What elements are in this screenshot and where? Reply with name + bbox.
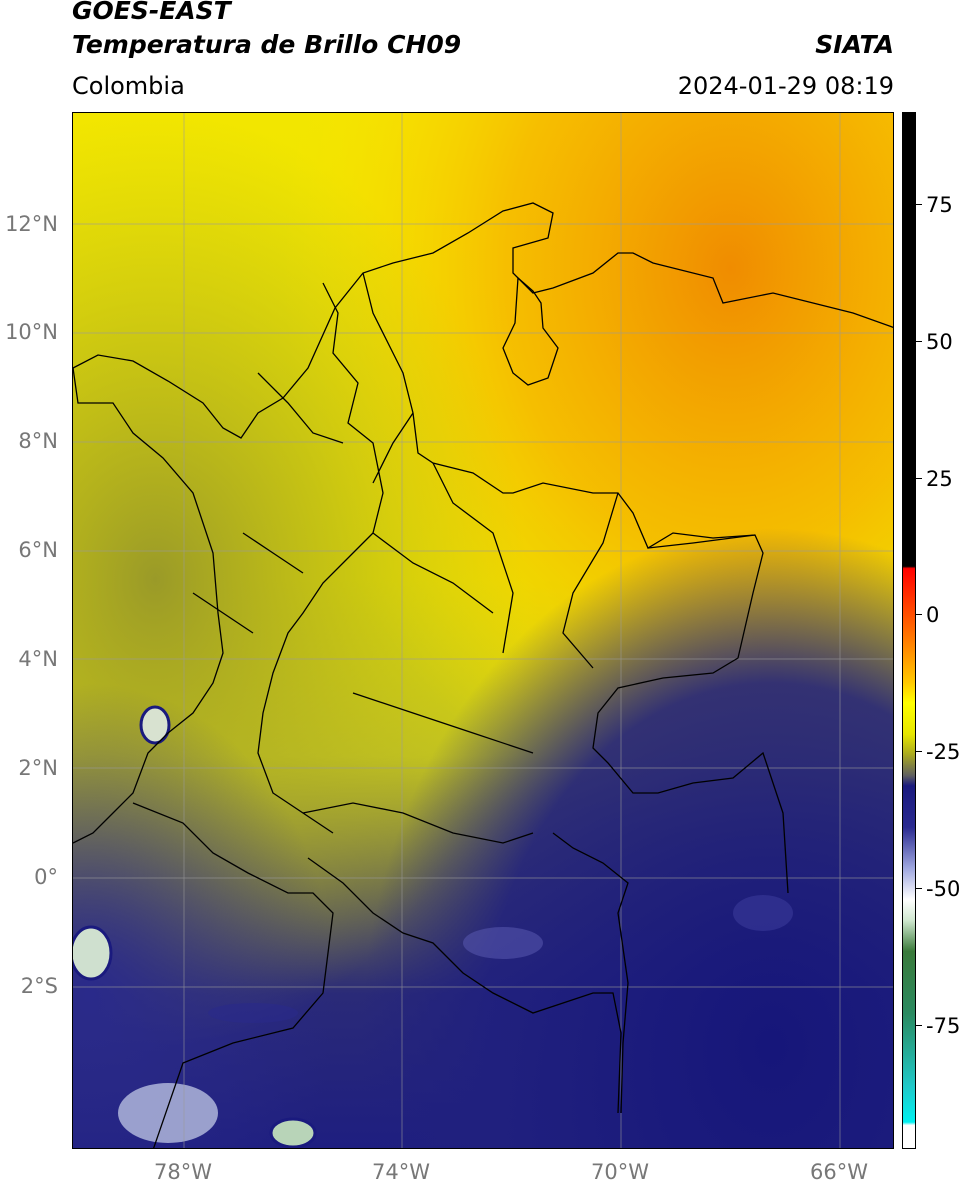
colorbar-tick <box>916 1025 922 1026</box>
colombia-brazil-border <box>552 832 629 1114</box>
cloud-cell <box>208 1003 298 1023</box>
colorbar-label-m75: -75 <box>926 1014 961 1038</box>
colombia-venezuela-border <box>362 272 789 894</box>
colorbar-label-m25: -25 <box>926 740 961 764</box>
product-title: Temperatura de Brillo CH09 <box>72 30 462 59</box>
colorbar-tick <box>916 751 922 752</box>
lat-label-0: 0° <box>34 865 58 889</box>
lon-label-70w: 70°W <box>591 1160 649 1184</box>
colorbar-tick <box>916 478 922 479</box>
pacific-coast <box>73 367 224 844</box>
cloud-cell <box>73 925 113 981</box>
colorbar-label-25: 25 <box>926 467 953 491</box>
colorbar <box>902 112 916 1149</box>
colombia-peru-border <box>307 857 622 1114</box>
satellite-title: GOES-EAST <box>72 0 231 25</box>
lat-label-10n: 10°N <box>5 320 58 344</box>
lat-label-4n: 4°N <box>18 647 58 671</box>
cloud-cell <box>733 895 793 931</box>
colorbar-gradient <box>903 113 915 1148</box>
boundaries <box>73 202 893 1148</box>
lat-label-2n: 2°N <box>18 756 58 780</box>
cloud-cell <box>269 1117 317 1148</box>
lon-label-78w: 78°W <box>154 1160 212 1184</box>
colorbar-label-50: 50 <box>926 330 953 354</box>
cloud-cell <box>463 927 543 959</box>
colorbar-label-0: 0 <box>926 603 940 627</box>
lon-label-66w: 66°W <box>810 1160 868 1184</box>
venezuela-internal <box>562 492 756 669</box>
colorbar-label-75: 75 <box>926 193 953 217</box>
satellite-map <box>72 112 894 1149</box>
lon-label-74w: 74°W <box>372 1160 430 1184</box>
cloud-cells <box>73 705 793 1148</box>
internal-departments <box>192 282 534 844</box>
colorbar-tick <box>916 204 922 205</box>
colorbar-label-m50: -50 <box>926 877 961 901</box>
caribbean-coast <box>73 202 893 439</box>
lat-label-12n: 12°N <box>5 212 58 236</box>
colorbar-tick <box>916 614 922 615</box>
region-label: Colombia <box>72 72 185 100</box>
map-canvas <box>73 113 893 1148</box>
ecuador-border <box>132 802 334 1148</box>
cloud-cell <box>139 705 171 745</box>
maracaibo-lake <box>502 276 559 386</box>
lat-label-6n: 6°N <box>18 538 58 562</box>
datetime-label: 2024-01-29 08:19 <box>677 72 894 100</box>
lat-label-8n: 8°N <box>18 429 58 453</box>
colorbar-tick <box>916 888 922 889</box>
lat-label-2s: 2°S <box>20 974 58 998</box>
cloud-cell <box>118 1083 218 1143</box>
agency-label: SIATA <box>815 30 894 59</box>
colorbar-tick <box>916 341 922 342</box>
cold-region-southwest <box>73 113 893 1148</box>
